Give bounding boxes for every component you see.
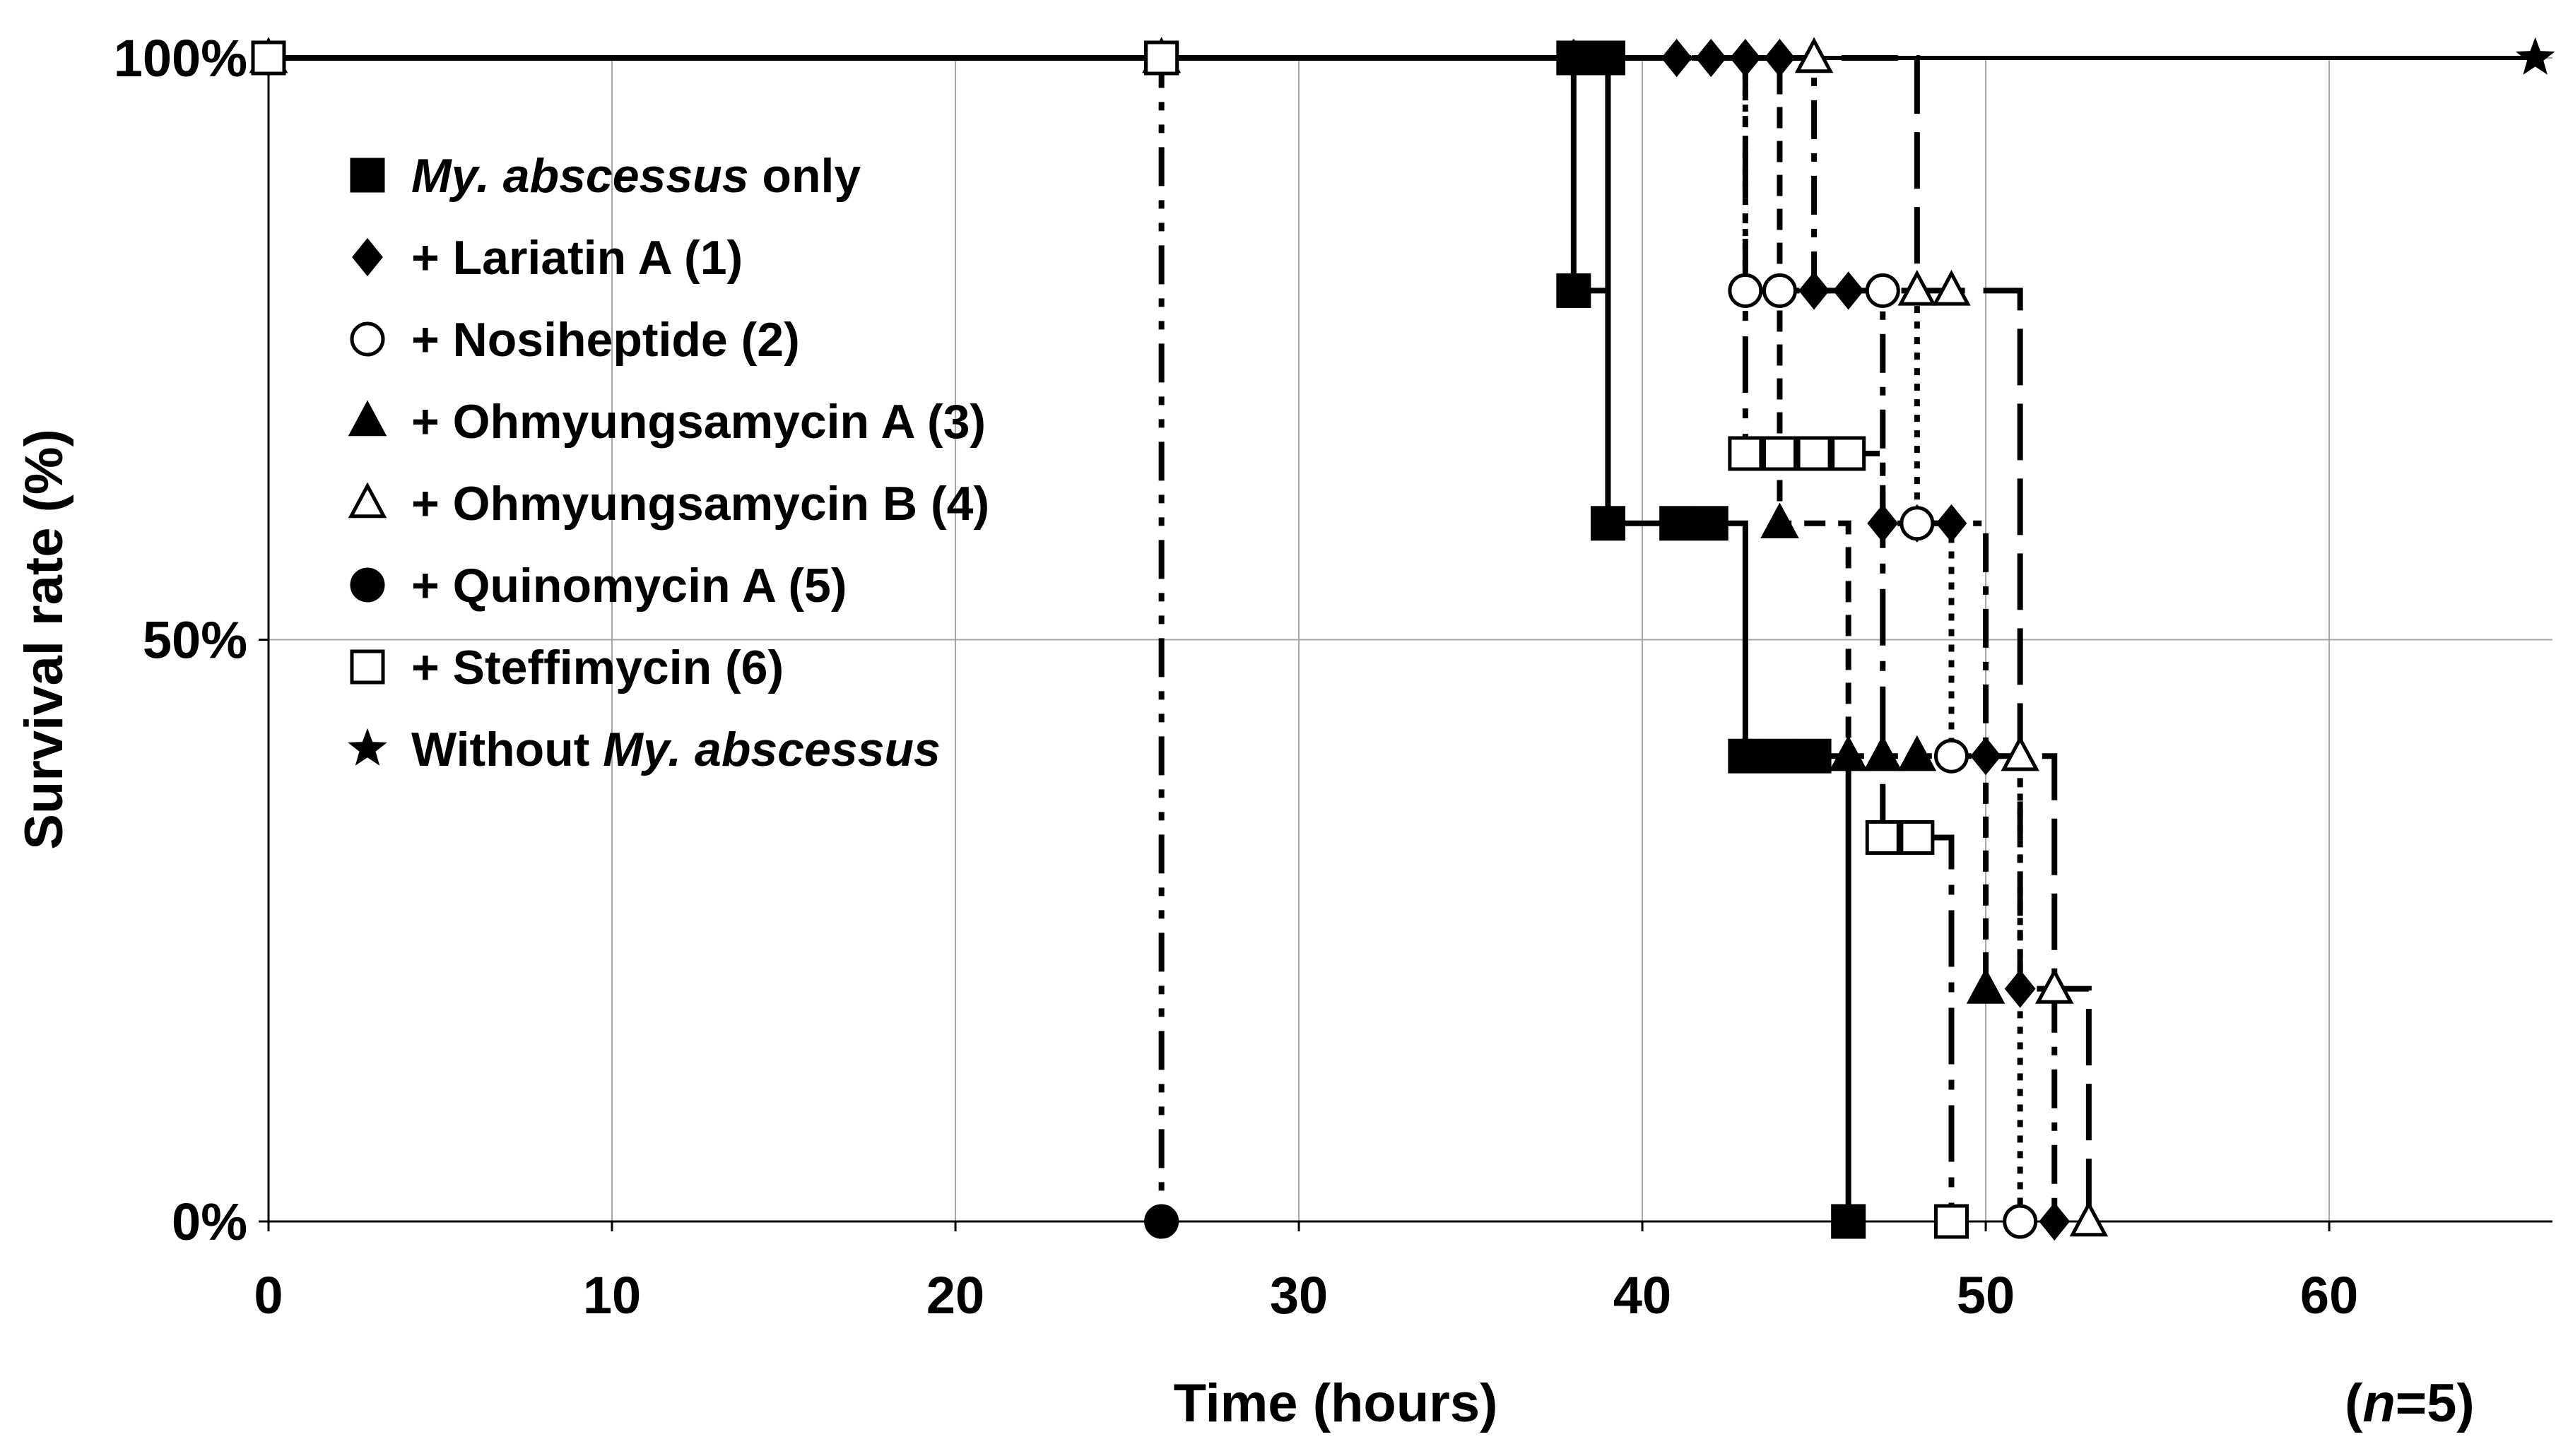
marker-my-abscessus-only — [1590, 40, 1625, 76]
x-tick-label: 10 — [583, 1266, 641, 1325]
marker-without-my-abscessus — [2515, 37, 2555, 75]
y-tick-label: 50% — [143, 611, 247, 670]
x-tick-label: 60 — [2300, 1266, 2358, 1325]
marker-ohmyungsamycin-b-4 — [2001, 735, 2039, 771]
marker-lariatin-a-1 — [1695, 38, 1727, 78]
marker-ohmyungsamycin-a-3 — [1897, 735, 1937, 771]
legend-marker-quinomycin-a-5 — [350, 567, 385, 603]
y-tick-label: 100% — [114, 29, 247, 88]
legend-label-part: only — [749, 149, 861, 203]
x-tick-label: 0 — [254, 1266, 283, 1325]
legend-label-steffimycin-6: + Steffimycin (6) — [411, 641, 784, 694]
marker-my-abscessus-only — [1556, 273, 1591, 308]
legend-label-my-abscessus-only: My. abscessus only — [411, 149, 861, 203]
marker-nosiheptide-2 — [1762, 273, 1797, 308]
legend-marker-without-my-abscessus — [348, 728, 387, 766]
marker-my-abscessus-only — [1693, 506, 1728, 541]
legend: My. abscessus only+ Lariatin A (1)+ Nosi… — [348, 149, 989, 776]
sample-size-note-rest: =5) — [2396, 1373, 2475, 1433]
marker-my-abscessus-only — [1831, 1204, 1866, 1239]
legend-label-lariatin-a-1: + Lariatin A (1) — [411, 231, 743, 285]
marker-steffimycin-6 — [1762, 436, 1797, 471]
marker-my-abscessus-only — [1590, 506, 1625, 541]
marker-lariatin-a-1 — [1729, 38, 1761, 78]
marker-lariatin-a-1 — [1557, 38, 1589, 78]
x-tick-label: 30 — [1270, 1266, 1328, 1325]
marker-ohmyungsamycin-b-4 — [2034, 968, 2074, 1004]
legend-label-part: + Quinomycin A (5) — [411, 559, 847, 612]
x-axis-title: Time (hours) — [1174, 1373, 1498, 1433]
sample-size-note-open: ( — [2345, 1373, 2363, 1433]
marker-steffimycin-6 — [251, 40, 286, 76]
series-markers — [249, 37, 2555, 1241]
marker-lariatin-a-1 — [1867, 504, 1899, 543]
marker-lariatin-a-1 — [1832, 271, 1864, 310]
legend-label-part: Without — [411, 723, 603, 776]
legend-label-ohmyungsamycin-b-4: + Ohmyungsamycin B (4) — [411, 477, 989, 531]
marker-nosiheptide-2 — [1900, 506, 1935, 541]
marker-nosiheptide-2 — [1865, 273, 1900, 308]
marker-lariatin-a-1 — [2004, 969, 2036, 1008]
marker-steffimycin-6 — [1144, 40, 1179, 76]
marker-lariatin-a-1 — [1764, 38, 1796, 78]
sample-size-note: (n=5) — [2345, 1373, 2475, 1433]
marker-lariatin-a-1 — [1798, 271, 1830, 310]
legend-marker-steffimycin-6 — [350, 649, 385, 685]
marker-ohmyungsamycin-b-4 — [2069, 1200, 2109, 1237]
marker-quinomycin-a-5 — [1144, 1204, 1179, 1239]
marker-ohmyungsamycin-a-3 — [1829, 735, 1868, 771]
legend-label-part: + Steffimycin (6) — [411, 641, 784, 694]
marker-nosiheptide-2 — [2003, 1204, 2038, 1239]
marker-ohmyungsamycin-a-3 — [1966, 968, 2005, 1004]
marker-ohmyungsamycin-a-3 — [1863, 735, 1902, 771]
x-tick-label: 20 — [926, 1266, 984, 1325]
marker-my-abscessus-only — [1659, 506, 1695, 541]
legend-marker-nosiheptide-2 — [350, 321, 385, 357]
sample-size-note-n: n — [2362, 1373, 2395, 1433]
marker-nosiheptide-2 — [1728, 273, 1763, 308]
legend-marker-lariatin-a-1 — [352, 237, 383, 277]
marker-my-abscessus-only — [1796, 738, 1832, 774]
marker-ohmyungsamycin-b-4 — [1897, 269, 1937, 306]
legend-label-part: + Nosiheptide (2) — [411, 313, 800, 367]
marker-lariatin-a-1 — [2039, 1202, 2071, 1241]
marker-my-abscessus-only — [1762, 738, 1797, 774]
marker-steffimycin-6 — [1900, 819, 1935, 855]
marker-ohmyungsamycin-b-4 — [1794, 37, 1834, 73]
legend-marker-ohmyungsamycin-a-3 — [348, 400, 387, 437]
legend-label-part: My. abscessus — [603, 723, 941, 776]
y-axis-title: Survival rate (%) — [14, 429, 74, 850]
marker-steffimycin-6 — [1728, 436, 1763, 471]
y-tick-labels: 0% 50% 100% — [114, 29, 247, 1251]
marker-ohmyungsamycin-a-3 — [1760, 502, 1799, 538]
x-tick-label: 40 — [1613, 1266, 1671, 1325]
legend-label-ohmyungsamycin-a-3: + Ohmyungsamycin A (3) — [411, 395, 986, 449]
legend-label-without-my-abscessus: Without My. abscessus — [411, 723, 941, 776]
marker-steffimycin-6 — [1831, 436, 1866, 471]
legend-label-part: + Lariatin A (1) — [411, 231, 743, 285]
marker-my-abscessus-only — [1728, 738, 1763, 774]
x-tick-label: 50 — [1957, 1266, 2015, 1325]
marker-lariatin-a-1 — [1936, 504, 1967, 543]
legend-marker-ohmyungsamycin-b-4 — [348, 482, 387, 519]
marker-lariatin-a-1 — [1661, 38, 1692, 78]
legend-label-nosiheptide-2: + Nosiheptide (2) — [411, 313, 800, 367]
legend-marker-my-abscessus-only — [350, 158, 385, 193]
marker-lariatin-a-1 — [1970, 737, 2001, 776]
marker-steffimycin-6 — [1865, 819, 1900, 855]
y-tick-label: 0% — [172, 1192, 247, 1251]
legend-label-part: My. abscessus — [411, 149, 749, 203]
x-tick-labels: 0 10 20 30 40 50 60 — [254, 1266, 2358, 1325]
marker-nosiheptide-2 — [1933, 738, 1969, 774]
legend-label-part: + Ohmyungsamycin A (3) — [411, 395, 986, 449]
marker-steffimycin-6 — [1796, 436, 1832, 471]
legend-label-part: + Ohmyungsamycin B (4) — [411, 477, 989, 531]
marker-ohmyungsamycin-b-4 — [1932, 269, 1971, 306]
axes — [259, 57, 2552, 1231]
marker-steffimycin-6 — [1933, 1204, 1969, 1239]
legend-label-quinomycin-a-5: + Quinomycin A (5) — [411, 559, 847, 612]
